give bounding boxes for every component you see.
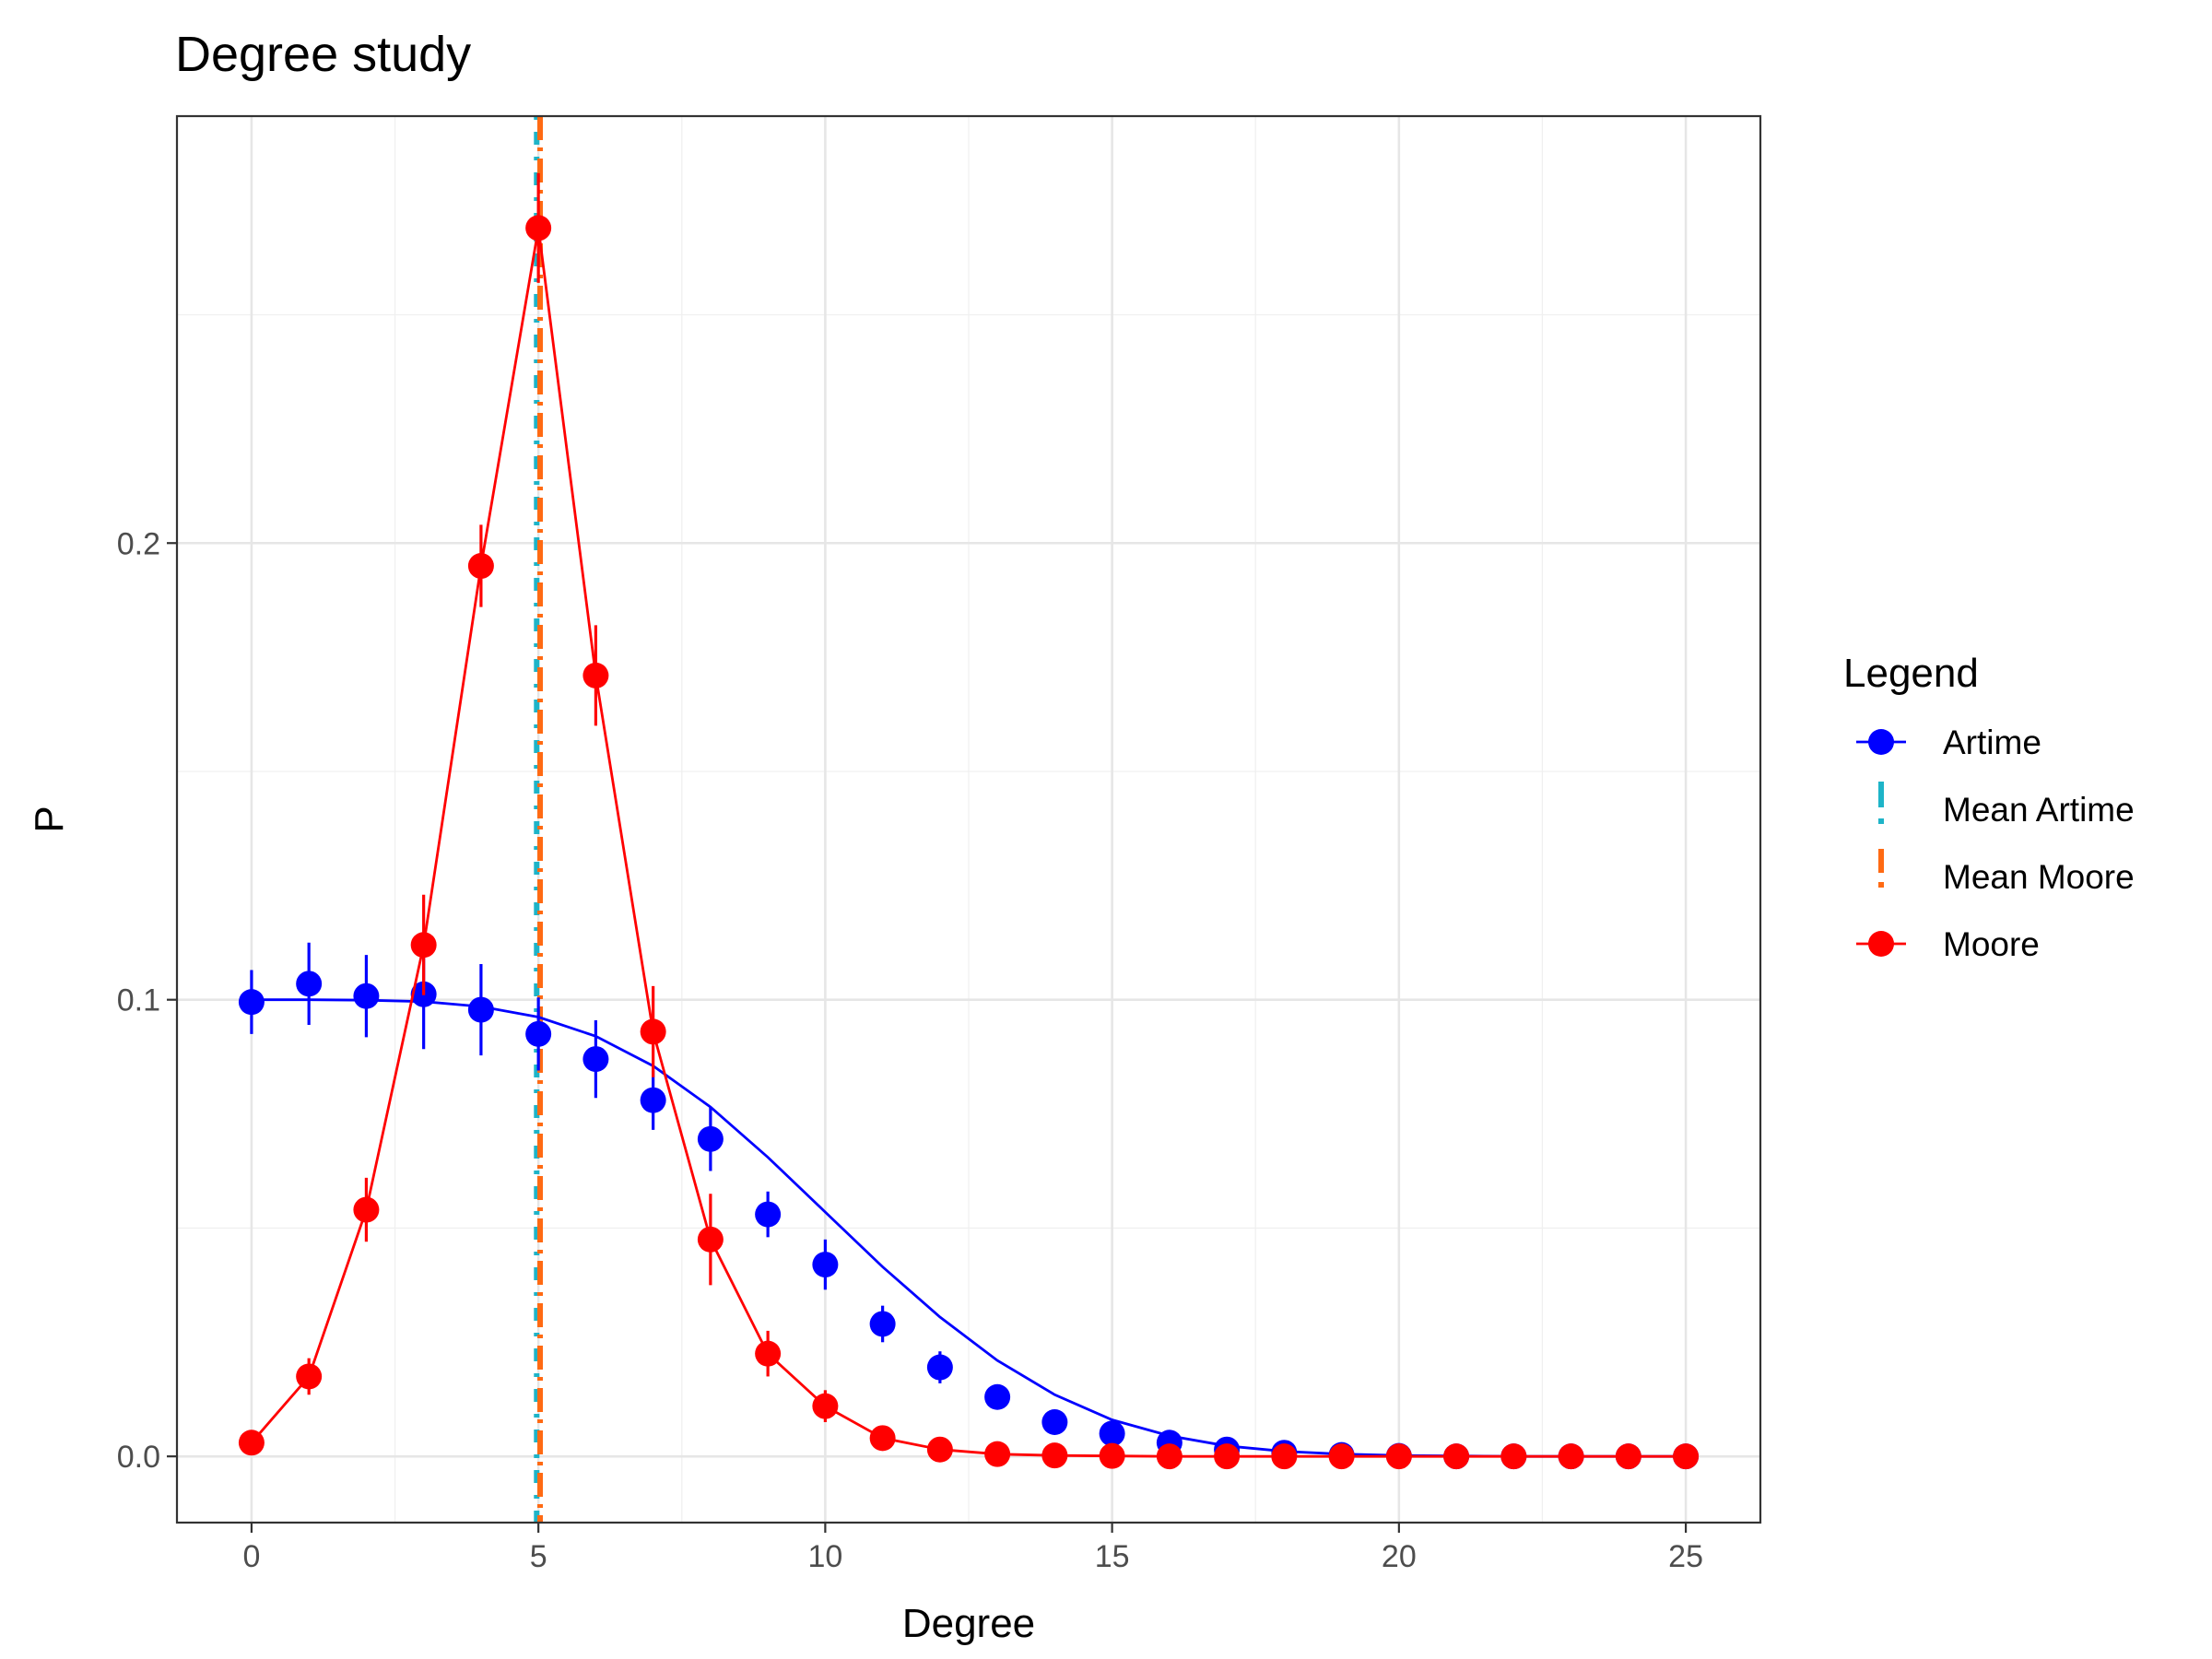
- data-point: [869, 1311, 896, 1337]
- data-point: [640, 1018, 666, 1045]
- data-point: [697, 1125, 724, 1152]
- data-point: [296, 971, 323, 997]
- data-point: [1214, 1443, 1241, 1470]
- data-point: [755, 1201, 782, 1228]
- data-point: [467, 553, 494, 580]
- data-point: [353, 1196, 380, 1223]
- data-point: [812, 1393, 839, 1419]
- x-tick-label: 0: [242, 1539, 260, 1574]
- mean-lines: [534, 116, 544, 1523]
- legend-label: Mean Moore: [1943, 858, 2135, 896]
- data-point: [640, 1087, 666, 1113]
- data-point: [582, 1046, 609, 1073]
- data-point: [1615, 1443, 1641, 1470]
- legend-label: Mean Artime: [1943, 791, 2135, 829]
- data-point: [1385, 1443, 1412, 1470]
- data-point: [1500, 1443, 1527, 1470]
- x-tick-label: 20: [1382, 1539, 1417, 1574]
- data-point: [1328, 1443, 1355, 1470]
- data-point: [1099, 1420, 1125, 1447]
- data-point: [1099, 1442, 1125, 1469]
- data-point: [1271, 1443, 1298, 1470]
- y-tick-label: 0.0: [117, 1440, 160, 1475]
- data-point: [1673, 1443, 1700, 1470]
- series-layer: [238, 172, 1700, 1470]
- data-point: [869, 1425, 896, 1452]
- data-point: [755, 1340, 782, 1367]
- data-point: [238, 1430, 265, 1456]
- legend-label: Artime: [1943, 724, 2041, 761]
- data-point: [984, 1383, 1011, 1410]
- data-point: [926, 1436, 953, 1463]
- legend-key-point: [1868, 931, 1894, 957]
- data-point: [525, 1020, 552, 1047]
- legend: Legend Artime Mean Artime Mean Moore Moore: [1843, 651, 2135, 963]
- x-axis: 0 5 10 15 20 25: [242, 1523, 1703, 1574]
- data-point: [353, 982, 380, 1009]
- x-tick-label: 10: [807, 1539, 842, 1574]
- legend-label: Moore: [1943, 925, 2040, 963]
- data-point: [812, 1252, 839, 1278]
- data-point: [984, 1441, 1011, 1467]
- data-point: [296, 1363, 323, 1390]
- data-point: [238, 989, 265, 1016]
- legend-key-point: [1868, 729, 1894, 755]
- data-point: [697, 1226, 724, 1253]
- y-axis: 0.0 0.1 0.2: [117, 526, 177, 1475]
- data-point: [525, 215, 552, 241]
- y-tick-label: 0.2: [117, 526, 160, 561]
- data-point: [1443, 1443, 1470, 1470]
- grid: [177, 116, 1760, 1523]
- chart-title: Degree study: [175, 27, 471, 82]
- data-point: [1156, 1443, 1182, 1470]
- data-point: [1558, 1443, 1584, 1470]
- data-point: [582, 662, 609, 688]
- panel-border: [175, 114, 1762, 1524]
- data-point: [926, 1354, 953, 1381]
- data-point: [410, 932, 437, 959]
- y-tick-label: 0.1: [117, 983, 160, 1018]
- legend-key: [1856, 729, 1906, 755]
- series-moore: [238, 172, 1700, 1470]
- data-point: [1041, 1409, 1068, 1435]
- x-tick-label: 5: [530, 1539, 547, 1574]
- legend-title: Legend: [1843, 651, 1979, 696]
- y-axis-title: P: [27, 806, 72, 832]
- legend-key: [1856, 931, 1906, 957]
- x-tick-label: 25: [1668, 1539, 1703, 1574]
- x-tick-label: 15: [1095, 1539, 1130, 1574]
- x-axis-title: Degree: [902, 1601, 1035, 1646]
- data-point: [1041, 1442, 1068, 1469]
- data-point: [467, 996, 494, 1023]
